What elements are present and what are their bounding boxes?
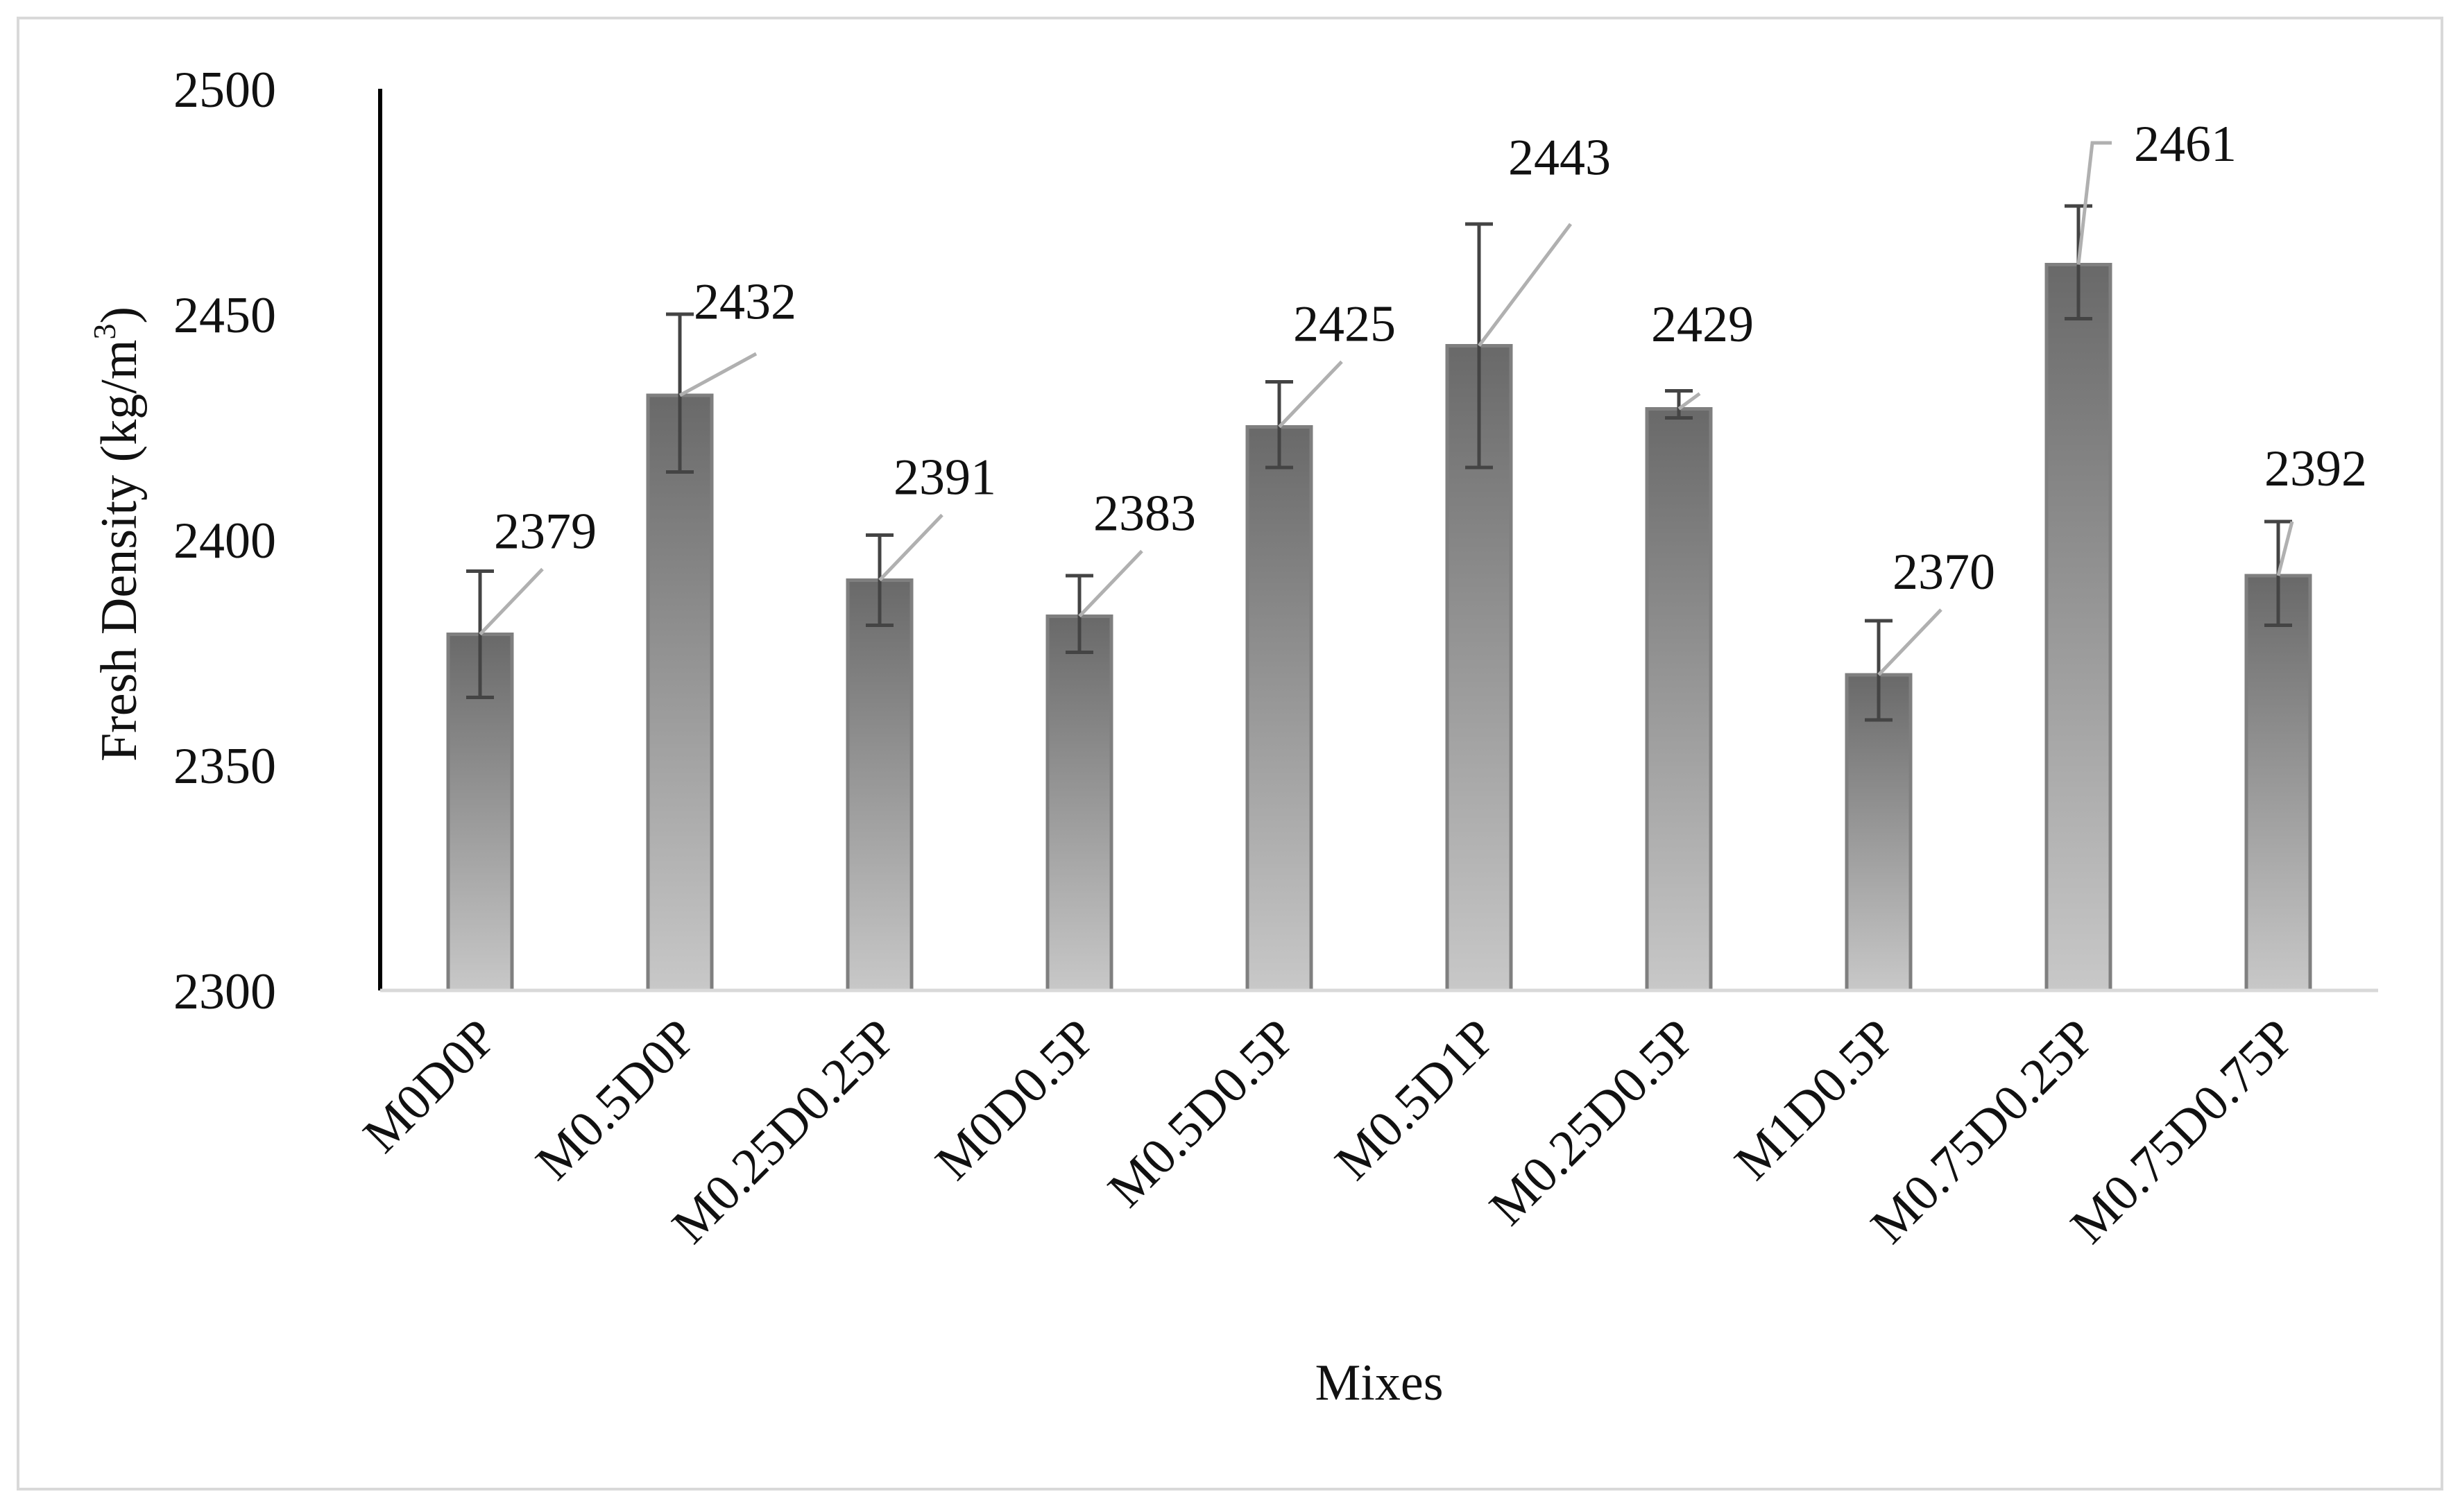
y-tick-label: 2450 (173, 287, 276, 344)
data-label: 2432 (694, 274, 796, 331)
data-label: 2461 (2134, 116, 2237, 173)
y-tick-label: 2500 (173, 62, 276, 119)
data-label: 2370 (1893, 544, 1995, 601)
chart-border (17, 17, 2443, 1490)
bar (2244, 574, 2312, 993)
y-tick-label: 2400 (173, 513, 276, 569)
bar (2044, 263, 2112, 993)
x-category-label: M1D0.5P (1724, 1008, 1906, 1191)
x-category-label: M0.5D1P (1324, 1008, 1507, 1191)
x-category-label: M0D0P (352, 1008, 508, 1164)
error-bar (1665, 389, 1693, 420)
data-label-leader-line (1677, 392, 1701, 411)
data-label: 2392 (2264, 440, 2367, 497)
data-label-leader-line (479, 567, 544, 636)
bar (846, 578, 914, 993)
data-label: 2379 (494, 504, 597, 560)
y-axis-title-close: ) (91, 307, 148, 324)
y-axis-title-superscript: 3 (87, 324, 122, 340)
y-axis-title: Fresh Density (kg/m3) (87, 307, 148, 762)
y-tick-label: 2350 (173, 738, 276, 795)
data-label: 2383 (1093, 486, 1196, 542)
data-label-leader-line (1078, 549, 1143, 618)
data-label: 2391 (894, 449, 996, 506)
x-category-label: M0.5D0.5P (1097, 1008, 1307, 1218)
data-label-leader-line (1877, 608, 1942, 676)
data-label-leader-line (2276, 521, 2294, 576)
bar (1045, 615, 1113, 993)
x-category-label: M0.5D0P (525, 1008, 708, 1191)
data-label-leader-line (2076, 141, 2112, 265)
x-category-label: M0.25D0.5P (1479, 1008, 1707, 1236)
data-label-leader-line (1478, 223, 1572, 347)
data-label-leader-line (1278, 360, 1343, 429)
bar (1645, 407, 1713, 993)
data-label: 2425 (1293, 296, 1396, 353)
error-bar (1865, 619, 1893, 722)
data-label: 2443 (1508, 130, 1611, 187)
data-label-leader-line (678, 352, 758, 397)
bar (1845, 673, 1913, 993)
bar (646, 393, 714, 993)
bar (1245, 425, 1313, 993)
y-tick-label: 2300 (173, 963, 276, 1020)
y-axis-title-text: Fresh Density (kg/m (91, 340, 148, 762)
data-label: 2429 (1651, 296, 1754, 353)
data-label-leader-line (878, 513, 943, 582)
x-category-label: M0D0.5P (925, 1008, 1107, 1191)
x-axis-title: Mixes (1315, 1355, 1444, 1411)
error-bar (666, 312, 694, 474)
